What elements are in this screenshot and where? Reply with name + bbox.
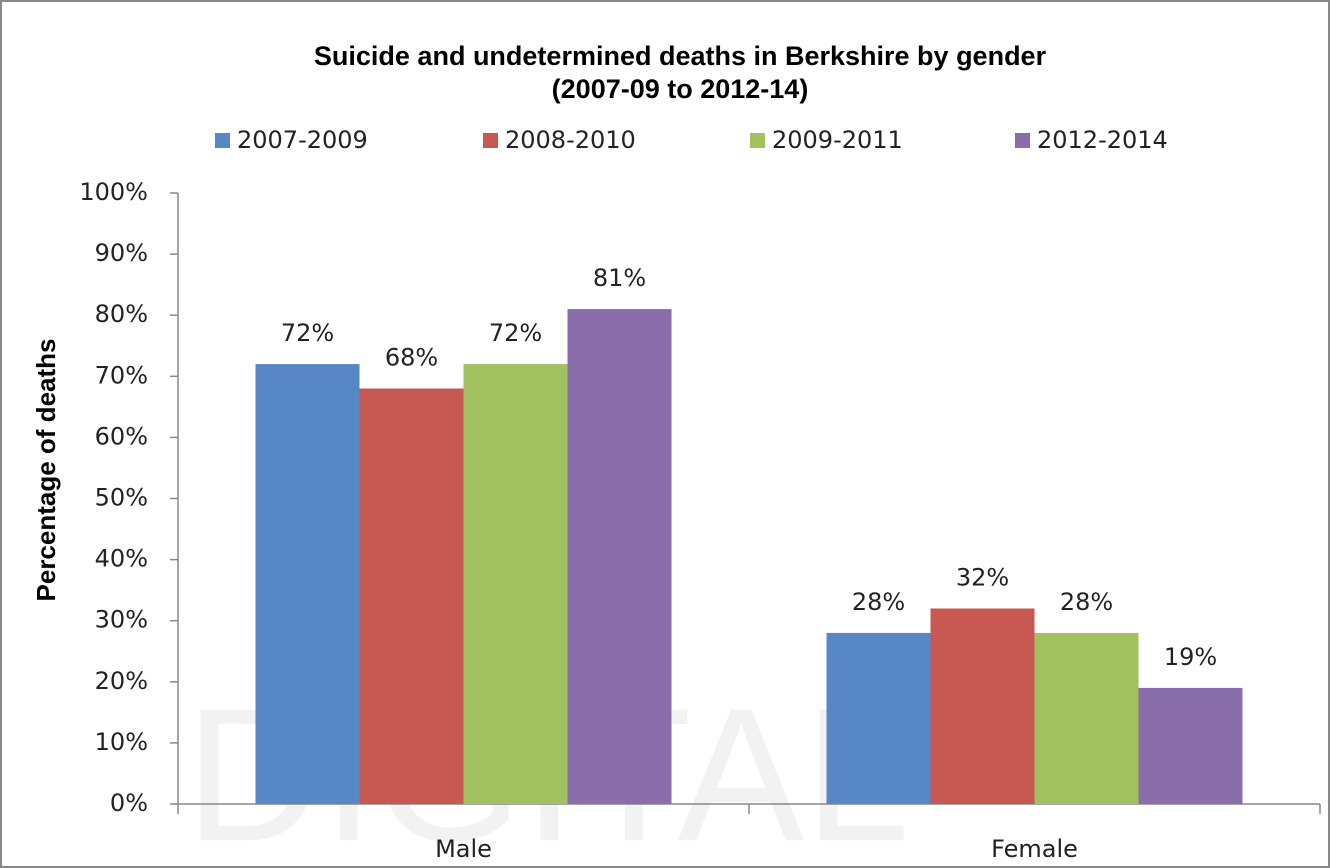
bar bbox=[255, 364, 360, 804]
bar bbox=[359, 388, 464, 804]
legend-swatch bbox=[215, 133, 230, 148]
y-tick-label: 30% bbox=[95, 606, 148, 634]
bar bbox=[826, 632, 931, 804]
y-tick-label: 40% bbox=[95, 545, 148, 573]
chart-title: Suicide and undetermined deaths in Berks… bbox=[314, 41, 1047, 71]
y-tick-label: 70% bbox=[95, 361, 148, 389]
legend-label: 2009-2011 bbox=[772, 126, 903, 154]
legend-label: 2008-2010 bbox=[505, 126, 636, 154]
legend-swatch bbox=[483, 133, 498, 148]
bar bbox=[567, 309, 672, 804]
value-label: 28% bbox=[852, 588, 905, 616]
legend-swatch bbox=[1015, 133, 1030, 148]
x-tick-label: Male bbox=[435, 835, 492, 863]
y-tick-label: 20% bbox=[95, 667, 148, 695]
value-label: 28% bbox=[1060, 588, 1113, 616]
chart-subtitle: (2007-09 to 2012-14) bbox=[552, 74, 809, 104]
x-tick-label: Female bbox=[991, 835, 1078, 863]
bar bbox=[1138, 687, 1243, 804]
y-tick-label: 100% bbox=[79, 178, 148, 206]
y-tick-label: 90% bbox=[95, 239, 148, 267]
bar bbox=[1034, 632, 1139, 804]
value-label: 68% bbox=[385, 344, 438, 372]
value-label: 72% bbox=[281, 319, 334, 347]
y-tick-label: 80% bbox=[95, 300, 148, 328]
bar bbox=[463, 364, 568, 804]
y-axis-label: Percentage of deaths bbox=[31, 339, 61, 602]
y-tick-label: 0% bbox=[110, 789, 148, 817]
value-label: 19% bbox=[1164, 643, 1217, 671]
y-tick-label: 50% bbox=[95, 484, 148, 512]
legend-label: 2012-2014 bbox=[1037, 126, 1168, 154]
value-label: 81% bbox=[593, 264, 646, 292]
value-label: 32% bbox=[956, 563, 1009, 591]
legend-swatch bbox=[750, 133, 765, 148]
legend-label: 2007-2009 bbox=[237, 126, 368, 154]
y-tick-label: 60% bbox=[95, 422, 148, 450]
value-label: 72% bbox=[489, 319, 542, 347]
y-tick-label: 10% bbox=[95, 728, 148, 756]
bar bbox=[930, 608, 1035, 804]
